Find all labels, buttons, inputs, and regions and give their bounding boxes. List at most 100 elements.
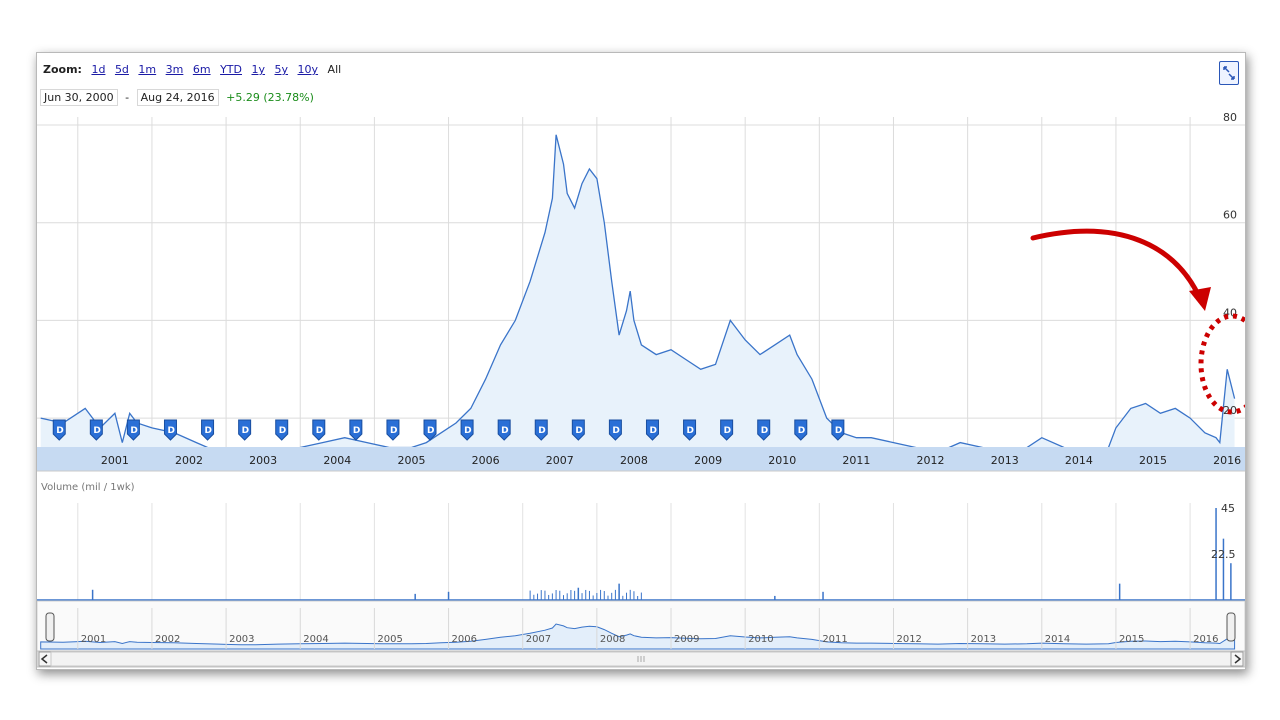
navigator-left-handle[interactable] — [45, 612, 55, 642]
price-area-fill — [40, 134, 1235, 463]
svg-text:D: D — [538, 426, 545, 436]
volume-gridlines — [37, 503, 1245, 601]
x-tick-2006: 2006 — [472, 454, 500, 467]
expand-button[interactable] — [1219, 61, 1239, 85]
x-tick-2013: 2013 — [991, 454, 1019, 467]
dividend-marker[interactable]: D — [275, 419, 289, 441]
svg-text:D: D — [93, 426, 100, 436]
svg-text:D: D — [761, 426, 768, 436]
svg-text:D: D — [464, 426, 471, 436]
range-start-field[interactable]: Jun 30, 2000 — [40, 89, 118, 106]
svg-text:D: D — [649, 426, 656, 436]
navigator-area — [40, 623, 1236, 650]
dividend-marker[interactable]: D — [757, 419, 771, 441]
svg-text:D: D — [575, 426, 582, 436]
svg-text:D: D — [353, 426, 360, 436]
nav-tick-2014: 2014 — [1045, 634, 1070, 645]
dividend-marker[interactable]: D — [571, 419, 585, 441]
annotation-arrow — [1030, 228, 1205, 306]
nav-tick-2006: 2006 — [452, 634, 477, 645]
volume-bars — [91, 508, 1232, 600]
svg-text:D: D — [687, 426, 694, 436]
x-tick-2001: 2001 — [101, 454, 129, 467]
zoom-1y[interactable]: 1y — [251, 63, 266, 76]
zoom-10y[interactable]: 10y — [297, 63, 319, 76]
vertical-gridlines — [77, 117, 1191, 447]
zoom-1d[interactable]: 1d — [91, 63, 106, 76]
scroll-right-button[interactable] — [1230, 651, 1244, 667]
svg-text:D: D — [316, 426, 323, 436]
dividend-marker[interactable]: D — [349, 419, 363, 441]
zoom-label: Zoom: — [43, 63, 82, 76]
dividend-marker[interactable]: D — [163, 419, 177, 441]
dividend-marker[interactable]: D — [201, 419, 215, 441]
dividend-marker[interactable]: D — [89, 419, 103, 441]
nav-tick-2003: 2003 — [229, 634, 254, 645]
year-axis-band — [37, 447, 1245, 471]
nav-tick-2010: 2010 — [748, 634, 773, 645]
volume-label: Volume (mil / 1wk) — [41, 482, 135, 493]
svg-text:D: D — [798, 426, 805, 436]
date-range: Jun 30, 2000 - Aug 24, 2016 +5.29 (23.78… — [40, 89, 314, 106]
x-tick-2010: 2010 — [768, 454, 796, 467]
nav-tick-2015: 2015 — [1119, 634, 1144, 645]
vol-tick-45: 45 — [1221, 502, 1235, 515]
nav-tick-2012: 2012 — [896, 634, 921, 645]
expand-icon — [1223, 66, 1235, 80]
nav-tick-2007: 2007 — [526, 634, 551, 645]
zoom-5y[interactable]: 5y — [274, 63, 289, 76]
dividend-marker[interactable]: D — [126, 419, 140, 441]
dividend-marker[interactable]: D — [608, 419, 622, 441]
nav-tick-2004: 2004 — [303, 634, 328, 645]
chart-toolbar: Zoom: 1d 5d 1m 3m 6m YTD 1y 5y 10y All J… — [37, 53, 1245, 117]
zoom-3m[interactable]: 3m — [165, 63, 184, 76]
svg-text:D: D — [242, 426, 249, 436]
zoom-all[interactable]: All — [327, 63, 342, 76]
dividend-marker[interactable]: D — [386, 419, 400, 441]
volume-y-axis-labels: 22.5 45 — [1211, 502, 1236, 561]
navigator-right-handle[interactable] — [1226, 612, 1236, 642]
navigator-year-labels: 2001 2002 2003 2004 2005 2006 2007 2008 2009 2010… — [77, 608, 1219, 649]
dividend-marker[interactable]: D — [645, 419, 659, 441]
zoom-1m[interactable]: 1m — [138, 63, 157, 76]
svg-text:D: D — [427, 426, 434, 436]
x-tick-2004: 2004 — [323, 454, 351, 467]
nav-tick-2005: 2005 — [377, 634, 402, 645]
x-tick-2014: 2014 — [1065, 454, 1093, 467]
x-tick-2008: 2008 — [620, 454, 648, 467]
dividend-marker[interactable]: D — [720, 419, 734, 441]
x-tick-2003: 2003 — [249, 454, 277, 467]
x-tick-2007: 2007 — [546, 454, 574, 467]
x-tick-2011: 2011 — [842, 454, 870, 467]
svg-text:D: D — [279, 426, 286, 436]
dividend-marker[interactable]: D — [794, 419, 808, 441]
x-tick-2002: 2002 — [175, 454, 203, 467]
zoom-6m[interactable]: 6m — [192, 63, 211, 76]
zoom-controls: Zoom: 1d 5d 1m 3m 6m YTD 1y 5y 10y All — [43, 63, 341, 76]
x-tick-2005: 2005 — [397, 454, 425, 467]
dividend-marker[interactable]: D — [52, 419, 66, 441]
svg-text:D: D — [167, 426, 174, 436]
svg-text:D: D — [724, 426, 731, 436]
vol-tick-22.5: 22.5 — [1211, 548, 1236, 561]
dividend-marker[interactable]: D — [460, 419, 474, 441]
dividend-marker[interactable]: D — [238, 419, 252, 441]
stock-chart-widget: Zoom: 1d 5d 1m 3m 6m YTD 1y 5y 10y All J… — [36, 52, 1246, 670]
svg-text:D: D — [130, 426, 137, 436]
range-end-field[interactable]: Aug 24, 2016 — [136, 89, 219, 106]
dividend-marker[interactable]: D — [534, 419, 548, 441]
dividend-marker[interactable]: D — [312, 419, 326, 441]
nav-tick-2001: 2001 — [81, 634, 106, 645]
zoom-ytd[interactable]: YTD — [220, 63, 242, 76]
svg-text:D: D — [205, 426, 212, 436]
zoom-5d[interactable]: 5d — [114, 63, 129, 76]
svg-text:D: D — [56, 426, 63, 436]
dividend-marker[interactable]: D — [683, 419, 697, 441]
chevron-left-icon — [40, 654, 48, 664]
dividend-marker[interactable]: D — [831, 419, 845, 441]
dividend-marker[interactable]: D — [423, 419, 437, 441]
dividend-marker[interactable]: D — [497, 419, 511, 441]
